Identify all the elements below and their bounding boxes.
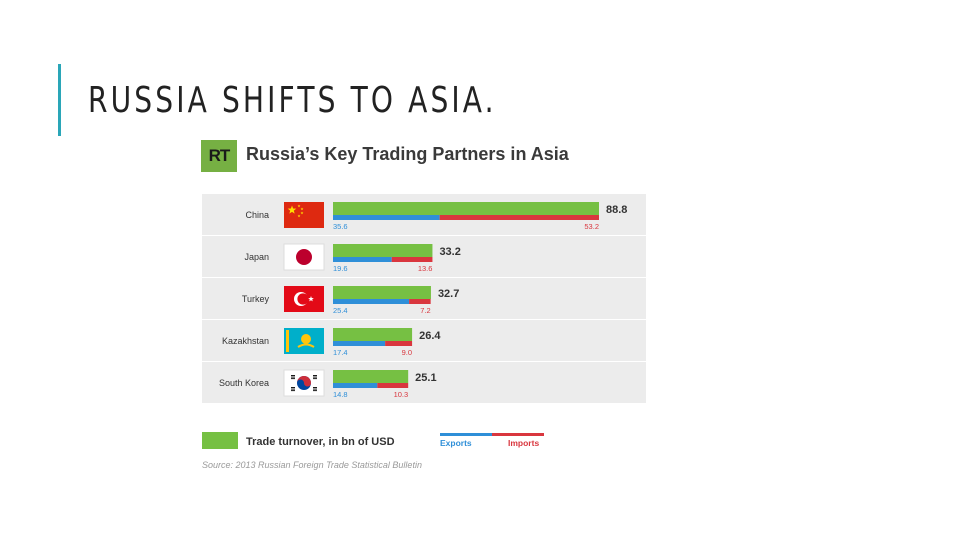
turnover-value-label: 25.1 — [415, 372, 436, 384]
row-divider — [202, 319, 646, 320]
japan-flag-icon — [283, 243, 325, 271]
country-label: South Korea — [219, 378, 269, 388]
legend-exports-label: Exports — [440, 438, 472, 448]
exports-bar — [333, 299, 410, 304]
imports-value-label: 10.3 — [394, 390, 409, 399]
table-row — [202, 320, 646, 361]
turnover-bar — [333, 202, 599, 215]
kazakhstan-flag-icon — [284, 328, 324, 354]
exports-bar — [333, 383, 378, 388]
legend-imports-label: Imports — [508, 438, 539, 448]
chart-title: Russia’s Key Trading Partners in Asia — [246, 144, 569, 164]
turnover-value-label: 26.4 — [419, 330, 441, 342]
imports-bar — [377, 383, 409, 388]
turnover-value-label: 33.2 — [439, 246, 460, 258]
imports-value-label: 9.0 — [402, 348, 412, 357]
country-label: Japan — [244, 252, 269, 262]
row-divider — [202, 361, 646, 362]
exports-bar — [333, 215, 440, 220]
row-divider — [202, 277, 646, 278]
imports-bar — [409, 299, 431, 304]
turnover-bar — [333, 370, 409, 383]
imports-value-label: 7.2 — [420, 306, 430, 315]
exports-value-label: 35.6 — [333, 222, 348, 231]
turnover-bar — [333, 244, 433, 257]
legend-turnover-swatch — [202, 432, 238, 449]
legend-exports-swatch — [440, 433, 496, 436]
country-label: Kazakhstan — [222, 336, 269, 346]
exports-bar — [333, 341, 386, 346]
imports-bar — [439, 215, 599, 220]
south-korea-flag-icon — [283, 369, 325, 397]
imports-bar — [391, 257, 433, 262]
exports-value-label: 14.8 — [333, 390, 348, 399]
country-label: Turkey — [242, 294, 270, 304]
turnover-bar — [333, 286, 431, 299]
exports-value-label: 17.4 — [333, 348, 348, 357]
slide-title: RUSSIA SHIFTS TO ASIA. — [88, 80, 497, 121]
legend-turnover-label: Trade turnover, in bn of USD — [246, 436, 395, 448]
table-row — [202, 362, 646, 403]
exports-value-label: 19.6 — [333, 264, 348, 273]
exports-value-label: 25.4 — [333, 306, 348, 315]
turnover-value-label: 32.7 — [438, 288, 459, 300]
china-flag-icon — [284, 202, 324, 228]
turkey-flag-icon — [284, 286, 324, 312]
imports-bar — [385, 341, 413, 346]
country-label: China — [245, 210, 269, 220]
row-divider — [202, 235, 646, 236]
imports-value-label: 53.2 — [584, 222, 599, 231]
rt-logo: RT — [201, 140, 237, 172]
turnover-value-label: 88.8 — [606, 204, 627, 216]
title-accent-bar — [58, 64, 61, 136]
legend-imports-swatch — [492, 433, 544, 436]
turnover-bar — [333, 328, 413, 341]
imports-value-label: 13.6 — [418, 264, 433, 273]
exports-bar — [333, 257, 392, 262]
row-divider — [202, 403, 646, 404]
chart-source: Source: 2013 Russian Foreign Trade Stati… — [202, 460, 422, 470]
